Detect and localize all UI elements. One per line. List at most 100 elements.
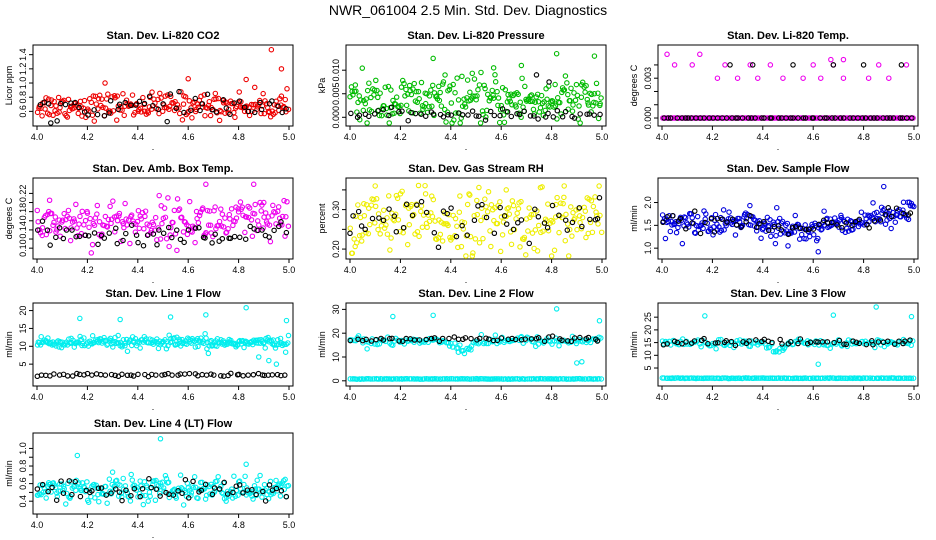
data-point [64,114,71,120]
data-point [212,204,218,210]
data-point [550,98,556,105]
data-point [48,210,55,217]
data-point [848,375,854,381]
y-axis-label: kPa [317,78,327,94]
data-point [512,336,519,343]
data-point [572,215,578,221]
data-point [366,80,372,86]
data-point [45,335,51,341]
panel-title: Stan. Dev. Gas Stream RH [408,163,544,175]
data-point [791,229,798,235]
data-point [753,337,759,343]
data-point [76,221,82,227]
data-point [108,490,114,496]
data-point [893,205,900,211]
data-point [457,342,463,348]
data-point [366,113,372,120]
data-point [401,80,407,87]
data-point [789,224,796,231]
data-point [711,229,718,235]
data-point [267,238,274,245]
data-point [252,201,258,208]
data-point [867,375,874,381]
data-point [95,241,101,248]
data-point [453,110,459,116]
data-point [474,197,480,204]
data-point [106,476,113,482]
data-point [859,115,866,121]
data-point [219,235,226,242]
data-point [153,372,159,378]
y-tick-label: 1.4 [18,48,28,61]
data-point [247,223,253,230]
data-point [451,334,458,340]
data-point [233,215,240,221]
plot-frame [345,44,607,127]
data-point [154,242,160,248]
data-point [391,213,398,219]
data-point [732,342,739,349]
data-point [783,375,790,381]
data-point [685,115,691,121]
x-tick-label: 4.0 [656,132,669,142]
data-point [133,232,140,238]
y-tick-label: 0.22 [18,185,28,203]
data-point [513,104,519,110]
data-point [445,112,451,118]
data-point [522,83,528,90]
data-point [204,207,211,214]
data-point [242,473,248,480]
x-tick-label: 4.0 [344,392,357,402]
data-point [416,337,423,343]
data-point [192,344,199,350]
data-point [481,214,488,220]
data-point [228,206,235,212]
data-point [359,65,366,71]
data-point [380,207,387,213]
data-point [119,497,125,504]
data-point [434,376,441,382]
data-point [176,105,182,111]
data-point [451,117,457,123]
x-tick-label: 4.2 [81,520,94,530]
y-tick-label: 10 [331,352,341,362]
data-point [564,338,571,344]
data-point [495,95,502,101]
data-point [363,336,369,343]
data-point [753,224,760,231]
data-point [856,340,863,347]
outlier-point [503,187,509,193]
data-point [242,236,249,242]
data-point [218,373,224,379]
data-point [237,234,243,241]
data-point [75,110,81,117]
data-point [562,217,569,223]
x-tick-label: 4.8 [232,520,245,530]
data-point [355,208,362,215]
data-point [243,214,250,220]
data-point [788,230,795,236]
data-point [91,230,98,236]
data-point [710,232,716,238]
x-tick-label: 5.0 [908,265,921,275]
data-point [203,229,209,236]
outlier-point [77,315,83,322]
data-point [159,479,166,486]
data-point [788,339,794,345]
data-point [94,111,101,118]
data-point [716,375,723,382]
x-tick-label: 4.8 [857,132,870,142]
data-point [250,371,257,378]
data-point [135,371,141,378]
data-point [514,110,520,117]
data-point [57,481,63,487]
data-point [549,97,555,104]
data-point [557,200,564,206]
x-tick-label: 5.0 [596,265,609,275]
data-point [477,120,484,126]
data-point [888,213,895,220]
data-point [589,229,596,236]
data-point [42,488,49,495]
data-point [69,491,75,498]
data-point [204,91,211,98]
